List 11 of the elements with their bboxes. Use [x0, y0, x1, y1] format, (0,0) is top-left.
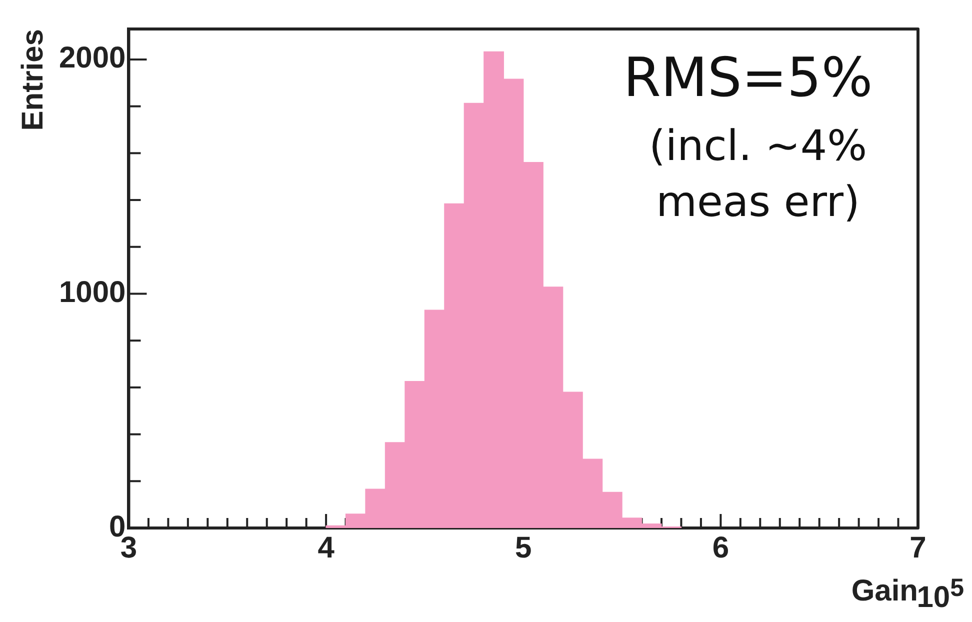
x-tick-label: 7	[910, 531, 926, 564]
x-tick-label: 5	[515, 531, 532, 564]
y-axis-title: Entries	[16, 29, 50, 131]
annotation: RMS=5%	[622, 46, 874, 109]
text: 10$^{5}$	[916, 574, 964, 615]
y-tick-label: 2000	[58, 42, 126, 75]
y-tick-label: 1000	[58, 276, 126, 309]
x-axis-title: Gain	[851, 574, 918, 608]
x-tick-label: 6	[712, 531, 730, 564]
annotation: (incl. ~4% meas err)	[648, 120, 868, 228]
x-tick-label: 4	[318, 531, 335, 564]
